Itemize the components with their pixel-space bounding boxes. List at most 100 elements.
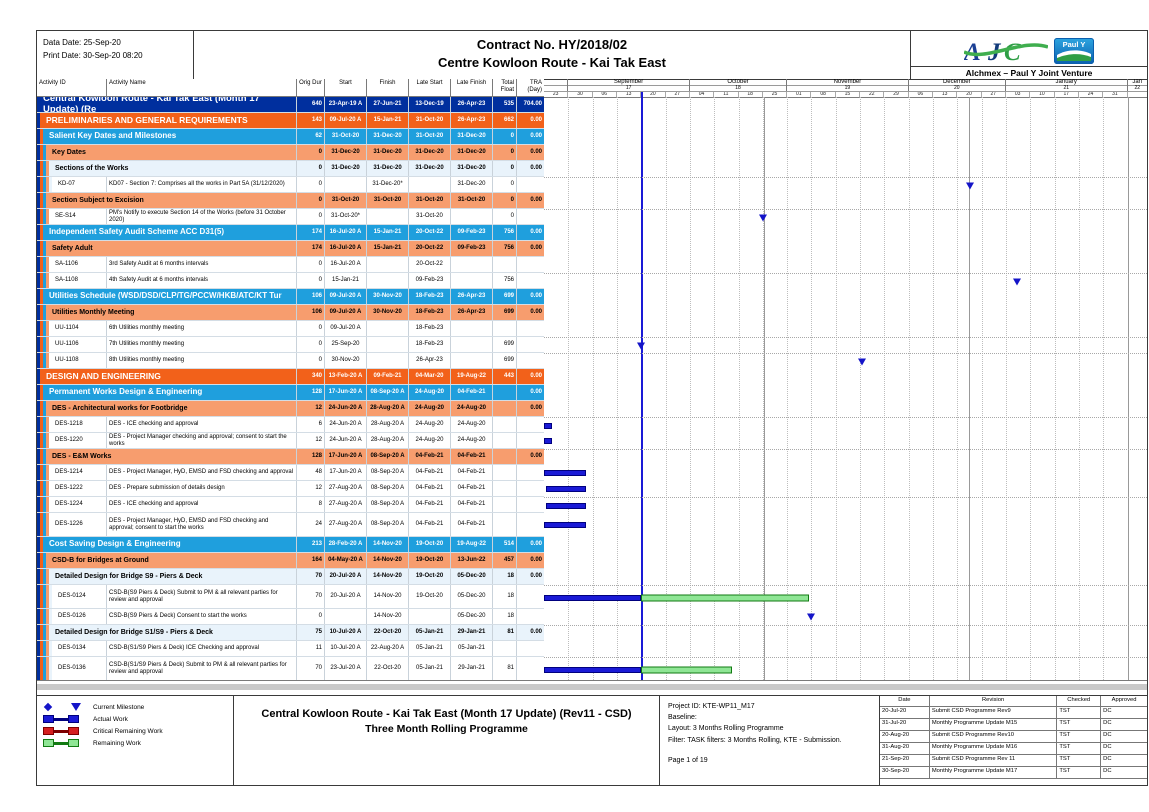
cell-late-start: 18-Feb-23: [409, 321, 451, 336]
cell-start: 25-Sep-20: [325, 337, 367, 352]
band-strip-navy: [37, 321, 40, 336]
cell-late-start: [409, 609, 451, 624]
cell-start: 09-Jul-20 A: [325, 305, 367, 320]
gantt-row: [544, 369, 1147, 385]
band-strip-sky: [43, 321, 46, 336]
week-tick: 08: [811, 92, 836, 98]
milestone-icon: [806, 613, 815, 621]
col-header-activity-id: Activity ID: [37, 79, 107, 97]
gantt-row: [544, 641, 1147, 657]
logos: A J C Paul Y: [964, 38, 1094, 64]
cell-late-finish: 26-Apr-23: [451, 289, 493, 304]
table-row: DES-1220 DES - Project Manager checking a…: [37, 433, 1147, 449]
cell-finish: 22-Oct-20: [367, 625, 409, 640]
cell-total-float: 699: [493, 305, 517, 320]
cell-orig-dur: 8: [297, 497, 325, 512]
footer-title-line2: Three Month Rolling Programme: [365, 722, 528, 735]
row-columns: PRELIMINARIES AND GENERAL REQUIREMENTS 14…: [37, 113, 544, 129]
row-columns: DESIGN AND ENGINEERING 340 13-Feb-20 A 09-F…: [37, 369, 544, 385]
cell-late-finish: 09-Feb-23: [451, 225, 493, 240]
week-tick: 10: [1030, 92, 1055, 98]
band-strip-sky: [43, 161, 46, 176]
band-strip-orange: [40, 129, 43, 144]
gantt-row: [544, 513, 1147, 537]
gantt-row: [544, 273, 1147, 289]
gantt-row: [544, 537, 1147, 553]
cell-late-start: 24-Aug-20: [409, 401, 451, 416]
cell-start: 31-Oct-20: [325, 193, 367, 208]
cell-total-float: 0: [493, 161, 517, 176]
band-title: DESIGN AND ENGINEERING: [40, 369, 297, 384]
layout-label: Layout: 3 Months Rolling Programme: [668, 725, 784, 733]
month-label: December: [908, 79, 1005, 86]
revision-cell: Submit CSD Programme Rev10: [930, 731, 1058, 742]
cell-late-finish: 05-Jan-21: [451, 641, 493, 656]
week-gridline: [908, 97, 910, 680]
band-title: CSD-B for Bridges at Ground: [46, 553, 297, 568]
cell-total-float: [493, 497, 517, 512]
week-gridline: [738, 97, 740, 680]
table-row: UU-1106 7th Utilities monthly meeting 0 25-…: [37, 337, 1147, 353]
revision-cell: TST: [1057, 731, 1102, 742]
summary-band-row: Sections of the Works 0 31-Dec-20 31-Dec-20…: [37, 161, 1147, 177]
row-columns: Safety Adult 174 16-Jul-20 A 15-Jan-21 20-Oc…: [37, 241, 544, 257]
band-strip-navy: [37, 241, 40, 256]
cell-late-finish: [451, 353, 493, 368]
contract-name: Centre Kowloon Route - Kai Tak East: [437, 55, 666, 71]
cell-late-start: 20-Oct-22: [409, 225, 451, 240]
cell-finish: 14-Nov-20: [367, 609, 409, 624]
table-row: DES-1226 DES - Project Manager, HyD, EMSD…: [37, 513, 1147, 537]
cell-finish: 27-Jun-21: [367, 97, 409, 112]
band-strip-salmon: [46, 177, 49, 192]
cell-activity-name: 8th Utilities monthly meeting: [107, 353, 297, 368]
cell-late-start: 18-Feb-23: [409, 289, 451, 304]
legend-bar-sample: [43, 727, 79, 735]
cell-tra: 0.00: [530, 405, 542, 412]
week-tick: 06: [908, 92, 933, 98]
cell-start: 17-Jun-20 A: [325, 385, 367, 400]
cell-total-float: [493, 433, 517, 448]
band-strip-sky: [43, 177, 46, 192]
schedule-body: Central Kowloon Route - Kai Tak East (Mo…: [37, 97, 1147, 681]
cell-finish: 14-Nov-20: [367, 537, 409, 552]
cell-total-float: 18: [493, 609, 517, 624]
cell-tra: [517, 585, 544, 608]
revision-cell: 31-Jul-20: [880, 719, 930, 730]
band-strip-navy: [37, 289, 40, 304]
cell-total-float: [493, 513, 517, 536]
cell-start: [325, 177, 367, 192]
row-columns: Key Dates 0 31-Dec-20 31-Dec-20 31-Dec-20 31-…: [37, 145, 544, 161]
cell-late-start: 18-Feb-23: [409, 337, 451, 352]
legend-bar-end: [43, 715, 54, 723]
cell-activity-id: DES-0134: [52, 641, 107, 656]
summary-band-row: Independent Safety Audit Scheme ACC D31(…: [37, 225, 1147, 241]
cell-late-start: 19-Oct-20: [409, 553, 451, 568]
cell-activity-id: SE-S14: [49, 209, 107, 224]
band-strip-orange: [40, 145, 43, 160]
ajc-logo-icon: A J C: [964, 39, 1048, 64]
cell-orig-dur: 70: [297, 657, 325, 680]
band-strip-orange: [40, 537, 43, 552]
svg-text:C: C: [1004, 39, 1021, 64]
cell-late-start: 13-Dec-19: [409, 97, 451, 112]
milestone-icon: [857, 358, 866, 365]
band-strip-salmon: [46, 353, 49, 368]
legend-bar-end: [68, 727, 79, 735]
band-strip-orange: [40, 241, 43, 256]
gantt-row: [544, 225, 1147, 241]
band-title: Detailed Design for Bridge S1/S9 - Piers…: [49, 625, 297, 640]
cell-orig-dur: 0: [297, 353, 325, 368]
cell-tra: [517, 657, 544, 680]
schedule-rows: Central Kowloon Route - Kai Tak East (Mo…: [37, 97, 1147, 680]
milestone-icon: [637, 342, 646, 349]
week-tick: 29: [884, 92, 909, 98]
month-label: Jan: [1127, 79, 1147, 86]
row-columns: Central Kowloon Route - Kai Tak East (Mo…: [37, 97, 544, 113]
actual-work-bar: [544, 470, 587, 476]
cell-tra: 0.00: [530, 629, 542, 636]
month-band-september: September 17: [568, 79, 690, 91]
gantt-row: [544, 241, 1147, 257]
cell-late-start: 19-Oct-20: [409, 569, 451, 584]
summary-band-row: Section Subject to Excision 0 31-Oct-20 31-…: [37, 193, 1147, 209]
